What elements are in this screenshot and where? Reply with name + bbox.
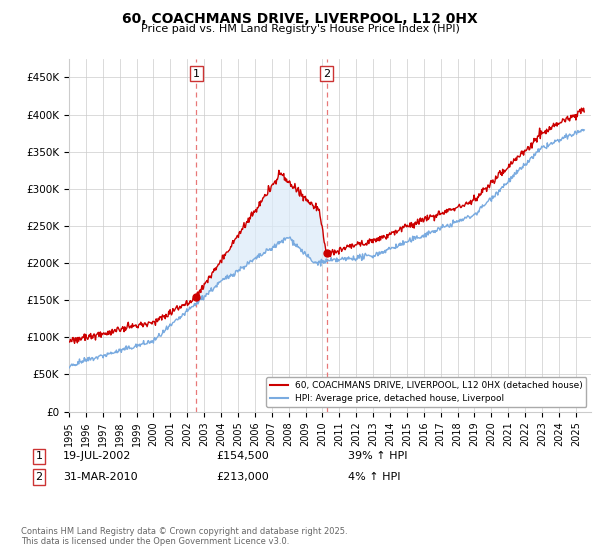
Text: £154,500: £154,500: [216, 451, 269, 461]
Text: Contains HM Land Registry data © Crown copyright and database right 2025.
This d: Contains HM Land Registry data © Crown c…: [21, 526, 347, 546]
Text: 39% ↑ HPI: 39% ↑ HPI: [348, 451, 407, 461]
Text: 31-MAR-2010: 31-MAR-2010: [63, 472, 137, 482]
Text: 1: 1: [193, 69, 200, 78]
Text: 60, COACHMANS DRIVE, LIVERPOOL, L12 0HX: 60, COACHMANS DRIVE, LIVERPOOL, L12 0HX: [122, 12, 478, 26]
Legend: 60, COACHMANS DRIVE, LIVERPOOL, L12 0HX (detached house), HPI: Average price, de: 60, COACHMANS DRIVE, LIVERPOOL, L12 0HX …: [266, 377, 586, 407]
Text: £213,000: £213,000: [216, 472, 269, 482]
Text: 2: 2: [35, 472, 43, 482]
Text: 1: 1: [35, 451, 43, 461]
Text: Price paid vs. HM Land Registry's House Price Index (HPI): Price paid vs. HM Land Registry's House …: [140, 24, 460, 34]
Text: 4% ↑ HPI: 4% ↑ HPI: [348, 472, 401, 482]
Text: 19-JUL-2002: 19-JUL-2002: [63, 451, 131, 461]
Text: 2: 2: [323, 69, 330, 78]
